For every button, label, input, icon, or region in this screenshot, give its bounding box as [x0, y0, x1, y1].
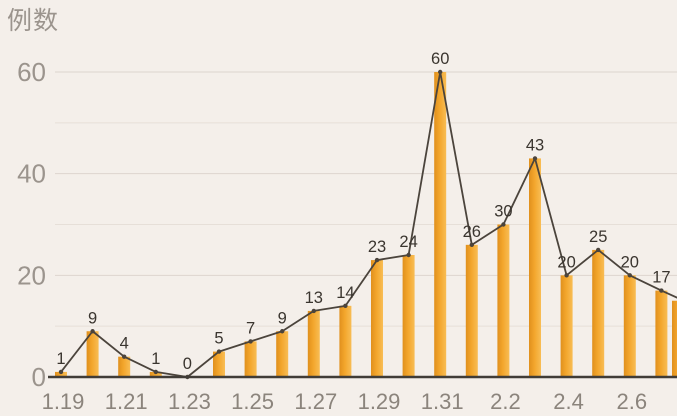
line-marker: [311, 308, 316, 314]
x-tick-label: 1.21: [105, 389, 148, 414]
line-marker: [58, 369, 64, 375]
line-marker: [596, 247, 601, 253]
bar: [307, 310, 320, 377]
data-label: 4: [120, 335, 129, 353]
data-label: 25: [589, 228, 607, 246]
data-label: 23: [368, 238, 386, 256]
data-label: 1: [151, 350, 160, 368]
line-marker: [659, 288, 664, 293]
y-tick-label: 60: [17, 57, 46, 87]
bar: [623, 275, 636, 377]
line-marker: [374, 257, 380, 263]
data-label: 26: [463, 223, 481, 241]
bar: [465, 244, 478, 377]
data-label: 5: [214, 330, 223, 348]
y-tick-label: 20: [17, 260, 46, 290]
data-label: 9: [88, 309, 97, 327]
bar: [371, 260, 383, 377]
y-tick-label: 0: [32, 362, 46, 392]
line-marker: [532, 156, 538, 161]
line-marker: [406, 252, 411, 258]
bar: [592, 249, 605, 377]
data-label: 20: [557, 253, 575, 271]
x-tick-label: 1.31: [421, 389, 464, 414]
bar: [118, 356, 131, 377]
data-label: 0: [183, 355, 192, 373]
bar: [276, 331, 289, 377]
data-label: 17: [652, 269, 670, 287]
y-tick-label: 40: [17, 159, 46, 189]
data-label: 1: [56, 350, 65, 368]
bar: [86, 331, 99, 377]
x-tick-label: 1.25: [231, 389, 274, 414]
line-marker: [280, 329, 285, 334]
x-tick-label: 2.2: [490, 389, 521, 414]
line-marker: [153, 369, 158, 375]
data-label: 30: [494, 203, 512, 221]
data-label: 9: [278, 309, 287, 327]
x-tick-label: 1.27: [294, 389, 337, 414]
line-marker: [564, 273, 569, 278]
x-tick-label: 2.4: [553, 389, 584, 414]
line-marker: [343, 303, 348, 309]
bar: [655, 290, 668, 377]
bar: [529, 158, 541, 377]
data-label: 20: [621, 253, 639, 271]
y-axis-title: 例数: [7, 7, 60, 35]
x-tick-label: 2.6: [617, 389, 648, 414]
bar: [434, 72, 447, 377]
line-marker: [90, 329, 95, 334]
x-tick-label: 1.23: [168, 389, 211, 414]
line-marker: [438, 69, 443, 75]
data-label: 24: [399, 233, 417, 251]
line-marker: [501, 222, 506, 227]
bar: [497, 224, 510, 377]
line-marker: [469, 242, 474, 248]
line-marker: [627, 273, 632, 278]
line-marker: [216, 349, 222, 354]
bar: [339, 305, 352, 377]
bar: [560, 275, 573, 377]
bar: [149, 371, 162, 377]
bar: [55, 371, 67, 377]
data-label: 13: [305, 289, 323, 307]
data-label: 7: [246, 319, 255, 337]
bar: [244, 341, 257, 377]
data-label: 14: [336, 284, 354, 302]
x-tick-label: 1.19: [42, 389, 85, 414]
data-label: 60: [431, 50, 449, 68]
partial-bar: [672, 300, 677, 377]
x-tick-label: 1.29: [358, 389, 401, 414]
data-label: 43: [526, 136, 544, 154]
line-marker: [248, 339, 253, 344]
bar: [213, 351, 225, 377]
bar: [402, 255, 415, 377]
line-marker: [122, 354, 127, 359]
